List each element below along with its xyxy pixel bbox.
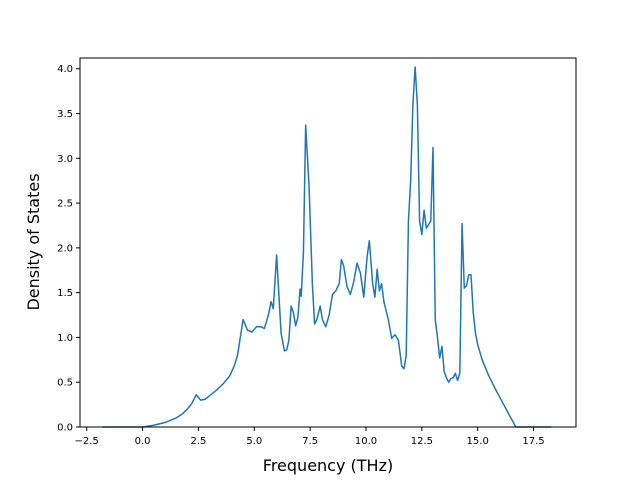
x-tick-label: 7.5 <box>302 436 318 447</box>
y-tick-label: 2.5 <box>57 199 73 210</box>
plot-frame <box>79 57 577 428</box>
y-axis-label: Density of States <box>24 173 43 310</box>
y-tick-label: 0.0 <box>57 423 73 434</box>
y-tick-label: 4.0 <box>57 64 73 75</box>
y-tick-label: 0.5 <box>57 378 73 389</box>
dos-series-line <box>102 66 552 428</box>
x-tick-label: 15.0 <box>467 436 489 447</box>
x-tick-label: 0.0 <box>135 436 151 447</box>
x-tick-label: 2.5 <box>190 436 206 447</box>
y-tick-label: 2.0 <box>57 243 73 254</box>
x-tick-label: 12.5 <box>411 436 433 447</box>
y-tick-label: 1.5 <box>57 288 73 299</box>
x-axis-ticks: −2.5 0.0 2.5 5.0 7.5 10.0 12.5 15.0 17.5 <box>75 427 545 447</box>
plot-area <box>79 57 577 428</box>
x-tick-label: 17.5 <box>522 436 544 447</box>
y-tick-label: 3.5 <box>57 109 73 120</box>
x-axis-label: Frequency (THz) <box>263 456 393 475</box>
x-tick-label: 10.0 <box>355 436 377 447</box>
x-tick-label: 5.0 <box>246 436 262 447</box>
y-axis-ticks: 0.0 0.5 1.0 1.5 2.0 2.5 3.0 3.5 4.0 <box>57 64 80 434</box>
x-tick-label: −2.5 <box>75 436 99 447</box>
y-tick-label: 1.0 <box>57 333 73 344</box>
y-tick-label: 3.0 <box>57 154 73 165</box>
